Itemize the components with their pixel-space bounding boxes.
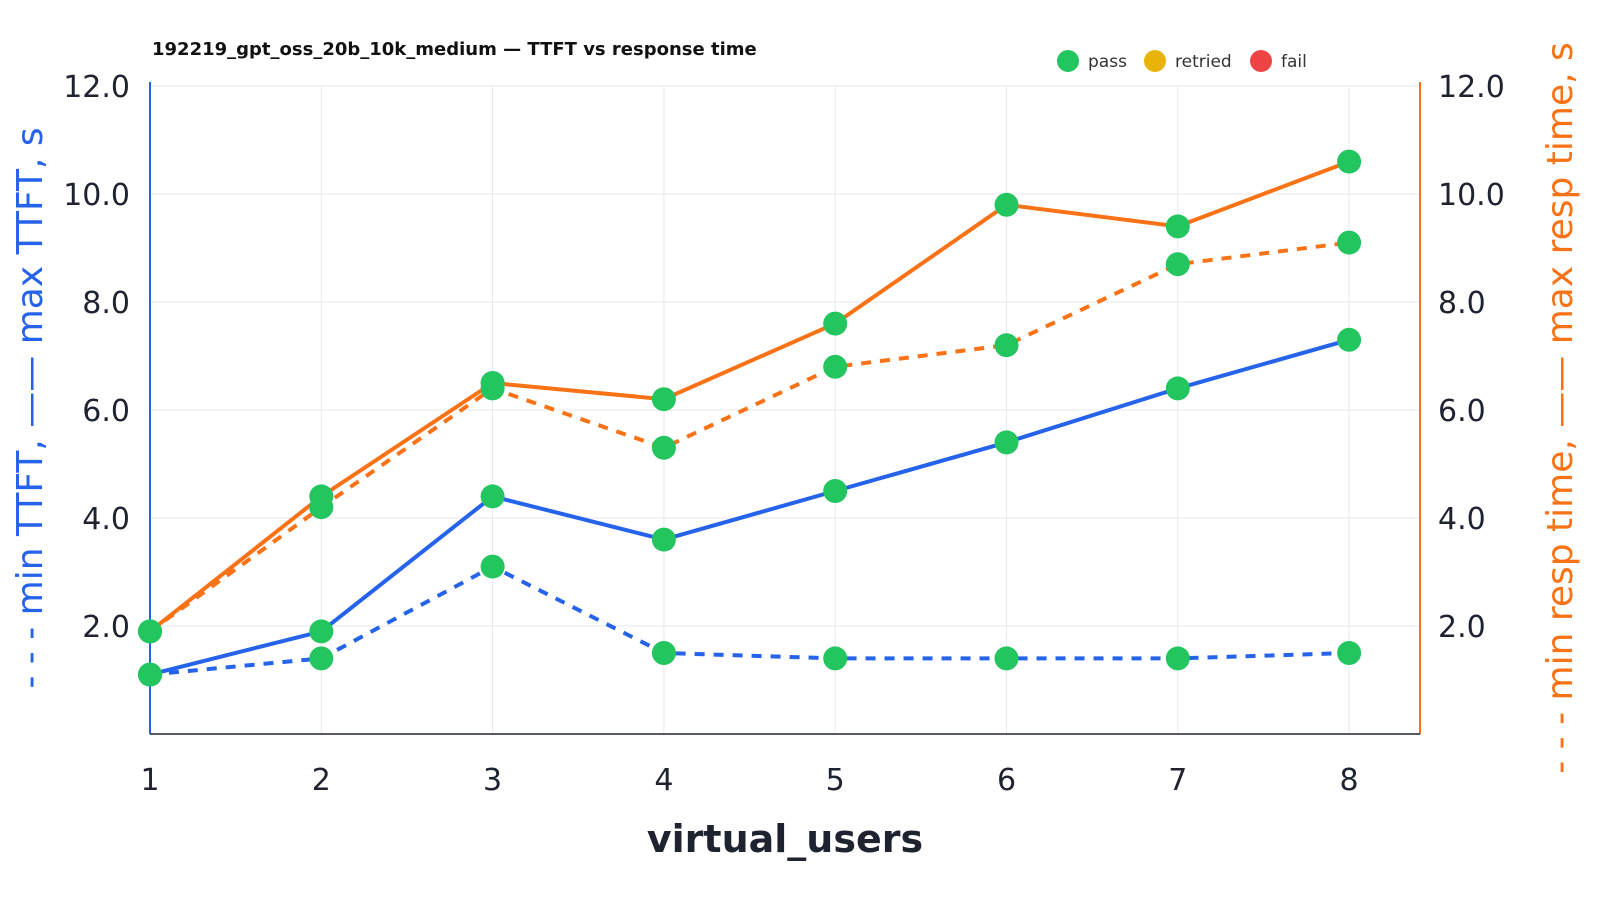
y-tick-left-0: 2.0	[82, 610, 130, 645]
point-min-TTFT-8	[1337, 641, 1362, 665]
point-min-resp-time-6	[994, 333, 1019, 358]
chart-title: 192219_gpt_oss_20b_10k_medium — TTFT vs …	[152, 39, 757, 60]
y-tick-right-5: 12.0	[1438, 70, 1505, 105]
y-axis-label-right: - - - min resp time, —— max resp time, s	[1540, 42, 1581, 774]
point-max-resp-time-5	[823, 311, 848, 336]
y-tick-right-2: 6.0	[1438, 394, 1486, 429]
point-min-resp-time-7	[1165, 252, 1190, 277]
y-tick-right-0: 2.0	[1438, 610, 1486, 645]
x-tick-7: 8	[1340, 763, 1359, 798]
series-points	[138, 149, 1362, 687]
x-tick-2: 3	[483, 763, 502, 798]
point-max-TTFT-1	[138, 662, 162, 687]
y-tick-left-1: 4.0	[82, 502, 130, 537]
point-min-resp-time-8	[1337, 230, 1362, 255]
axes	[149, 82, 1421, 735]
point-min-TTFT-2	[309, 646, 334, 671]
point-min-TTFT-4	[651, 641, 676, 665]
point-max-resp-time-7	[1165, 214, 1190, 239]
right-y-ticks: 2.0 4.0 6.0 8.0 10.0 12.0	[1438, 70, 1505, 645]
legend-marker-retried	[1144, 50, 1166, 72]
point-max-resp-time-3	[480, 371, 505, 395]
point-max-TTFT-2	[309, 619, 334, 644]
legend-label-pass: pass	[1088, 52, 1127, 72]
x-ticks: 1 2 3 4 5 6 7 8	[140, 763, 1358, 798]
x-axis-label: virtual_users	[647, 817, 923, 861]
y-tick-right-1: 4.0	[1438, 502, 1486, 537]
point-max-TTFT-3	[480, 484, 505, 509]
y-tick-left-3: 8.0	[82, 286, 130, 321]
grid	[149, 85, 1420, 734]
legend-label-fail: fail	[1281, 52, 1307, 72]
point-max-TTFT-6	[994, 430, 1019, 455]
y-tick-left-5: 12.0	[63, 70, 130, 105]
x-tick-6: 7	[1168, 763, 1187, 798]
y-tick-right-4: 10.0	[1438, 178, 1505, 213]
point-min-resp-time-4	[651, 435, 676, 460]
point-max-resp-time-8	[1337, 149, 1362, 174]
point-min-TTFT-3	[480, 554, 505, 579]
point-min-resp-time-5	[823, 354, 848, 379]
y-tick-right-3: 8.0	[1438, 286, 1486, 321]
series-line-max-resp-time	[148, 159, 1352, 634]
x-tick-1: 2	[312, 763, 331, 798]
point-max-resp-time-4	[651, 387, 676, 412]
point-max-resp-time-1	[138, 619, 162, 644]
y-tick-left-4: 10.0	[63, 178, 130, 213]
point-min-TTFT-5	[823, 646, 848, 671]
legend-label-retried: retried	[1175, 52, 1232, 72]
point-max-resp-time-6	[994, 192, 1019, 217]
left-y-ticks: 2.0 4.0 6.0 8.0 10.0 12.0	[63, 70, 130, 645]
x-tick-3: 4	[654, 763, 673, 798]
point-max-TTFT-8	[1337, 327, 1362, 352]
point-max-TTFT-4	[651, 527, 676, 552]
series-line-max-TTFT	[148, 337, 1352, 677]
series-line-min-resp-time	[148, 240, 1350, 634]
point-max-resp-time-2	[309, 484, 334, 509]
x-tick-0: 1	[140, 763, 159, 798]
legend-marker-fail	[1250, 50, 1272, 72]
legend-marker-pass	[1057, 50, 1079, 72]
legend: pass retried fail	[1057, 50, 1307, 72]
series-lines	[148, 159, 1352, 677]
point-min-TTFT-7	[1165, 646, 1190, 671]
x-tick-5: 6	[997, 763, 1016, 798]
x-tick-4: 5	[826, 763, 845, 798]
y-axis-label-left: - - - min TTFT, —— max TTFT, s	[10, 127, 51, 688]
point-max-TTFT-5	[823, 479, 848, 503]
y-tick-left-2: 6.0	[82, 394, 130, 429]
point-max-TTFT-7	[1165, 376, 1190, 401]
point-min-TTFT-6	[994, 646, 1019, 671]
